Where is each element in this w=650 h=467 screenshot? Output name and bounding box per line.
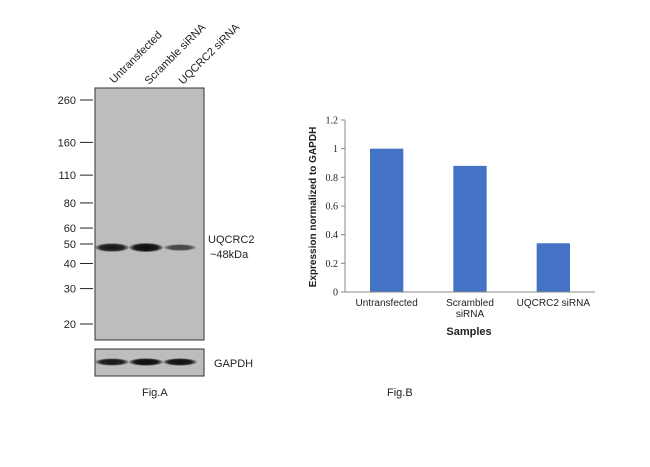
x-tick-label: siRNA <box>456 309 485 320</box>
marker-label: 60 <box>64 223 76 235</box>
x-tick-label: UQCRC2 siRNA <box>517 298 591 309</box>
marker-label: 110 <box>58 170 76 182</box>
y-tick-label: 1 <box>333 144 338 155</box>
gapdh-band <box>129 358 163 366</box>
gapdh-band <box>163 358 197 366</box>
fig-b-caption: Fig.B <box>387 387 413 399</box>
y-axis-title: Expression normalized to GAPDH <box>308 127 319 288</box>
gapdh-band <box>95 358 129 366</box>
uqcrc2-band <box>95 243 129 252</box>
target-protein-label: UQCRC2 <box>208 234 254 246</box>
target-size-label: ~48kDa <box>210 249 249 261</box>
marker-label: 20 <box>64 319 76 331</box>
y-tick-label: 0.4 <box>326 230 339 241</box>
gapdh-bands <box>95 358 197 366</box>
y-tick-label: 0.2 <box>326 259 339 270</box>
molecular-weight-markers: 260 160 110 80 60 50 40 30 20 <box>58 95 93 331</box>
y-tick-label: 0 <box>333 288 338 299</box>
y-tick-label: 0.6 <box>326 202 339 213</box>
blot-membrane <box>94 87 205 341</box>
bars <box>370 148 570 292</box>
x-axis-title: Samples <box>446 326 491 338</box>
uqcrc2-bands <box>95 242 196 253</box>
y-tick-label: 0.8 <box>326 173 339 184</box>
uqcrc2-band <box>164 244 196 251</box>
fig-a-caption: Fig.A <box>142 387 168 399</box>
bar <box>536 243 570 292</box>
marker-label: 160 <box>58 137 76 149</box>
marker-label: 40 <box>64 258 76 270</box>
marker-label: 80 <box>64 198 76 210</box>
marker-label: 50 <box>64 239 76 251</box>
x-tick-label: Scrambled <box>446 298 494 309</box>
x-tick-label: Untransfected <box>356 298 418 309</box>
y-axis: 0 0.2 0.4 0.6 0.8 1 1.2 <box>326 116 346 299</box>
marker-label: 30 <box>64 284 76 296</box>
marker-label: 260 <box>58 95 76 107</box>
bar <box>453 165 487 292</box>
uqcrc2-band <box>129 242 163 253</box>
bar <box>370 148 404 292</box>
y-tick-label: 1.2 <box>326 116 339 127</box>
gapdh-label: GAPDH <box>214 358 253 370</box>
